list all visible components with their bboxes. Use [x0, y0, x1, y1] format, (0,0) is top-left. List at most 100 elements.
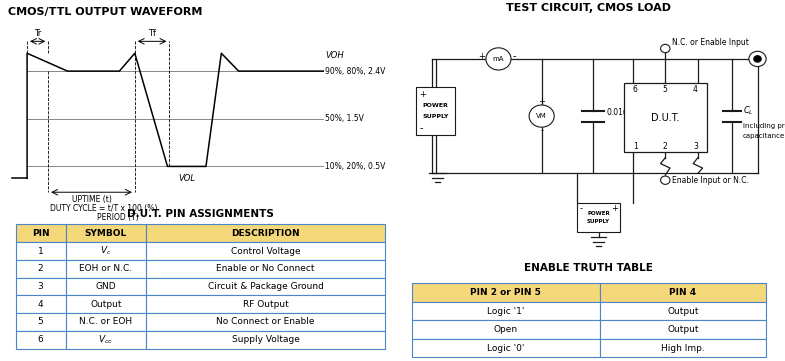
FancyBboxPatch shape — [65, 278, 146, 295]
Text: 3: 3 — [693, 142, 698, 151]
Text: Output: Output — [667, 306, 699, 316]
FancyBboxPatch shape — [146, 225, 385, 242]
FancyBboxPatch shape — [146, 295, 385, 313]
FancyBboxPatch shape — [65, 260, 146, 278]
Text: Enable or No Connect: Enable or No Connect — [217, 264, 315, 273]
Circle shape — [749, 51, 766, 66]
FancyBboxPatch shape — [146, 313, 385, 331]
FancyBboxPatch shape — [16, 260, 65, 278]
Text: PIN: PIN — [31, 229, 49, 238]
FancyBboxPatch shape — [146, 331, 385, 349]
Circle shape — [529, 105, 554, 127]
FancyBboxPatch shape — [16, 242, 65, 260]
Text: -: - — [579, 204, 582, 213]
Text: $V_c$: $V_c$ — [100, 245, 111, 257]
FancyBboxPatch shape — [411, 320, 600, 339]
Bar — [577, 203, 620, 232]
Text: capacitance.: capacitance. — [743, 134, 785, 139]
Text: -: - — [512, 51, 516, 61]
FancyBboxPatch shape — [146, 278, 385, 295]
Text: Output: Output — [667, 325, 699, 334]
Text: No Connect or Enable: No Connect or Enable — [217, 317, 315, 326]
Text: 2: 2 — [38, 264, 43, 273]
Text: Tr: Tr — [34, 29, 42, 38]
Text: CMOS/TTL OUTPUT WAVEFORM: CMOS/TTL OUTPUT WAVEFORM — [8, 6, 203, 17]
Circle shape — [486, 48, 511, 70]
Text: $V_{cc}$: $V_{cc}$ — [98, 334, 114, 346]
Text: 90%, 80%, 2.4V: 90%, 80%, 2.4V — [325, 67, 385, 75]
Text: UPTIME (t): UPTIME (t) — [71, 195, 111, 204]
Text: Tf: Tf — [148, 29, 156, 38]
Text: POWER: POWER — [423, 103, 448, 108]
Text: SUPPLY: SUPPLY — [422, 114, 449, 119]
Text: VOL: VOL — [178, 174, 195, 183]
Text: 2: 2 — [663, 142, 668, 151]
Text: 3: 3 — [38, 282, 43, 291]
Text: EOH or N.C.: EOH or N.C. — [79, 264, 133, 273]
FancyBboxPatch shape — [16, 225, 65, 242]
Text: mA: mA — [493, 56, 504, 62]
Text: Circuit & Package Ground: Circuit & Package Ground — [207, 282, 323, 291]
Text: 0.01uF: 0.01uF — [606, 108, 633, 117]
Text: PIN 2 or PIN 5: PIN 2 or PIN 5 — [470, 288, 542, 297]
FancyBboxPatch shape — [65, 313, 146, 331]
Bar — [416, 87, 455, 135]
Text: D.U.T. PIN ASSIGNMENTS: D.U.T. PIN ASSIGNMENTS — [126, 209, 274, 219]
Text: 1: 1 — [38, 247, 43, 256]
FancyBboxPatch shape — [146, 260, 385, 278]
Text: Output: Output — [90, 300, 122, 309]
Text: DUTY CYCLE = t/T x 100 (%): DUTY CYCLE = t/T x 100 (%) — [50, 204, 158, 213]
FancyBboxPatch shape — [411, 339, 600, 357]
Text: Supply Voltage: Supply Voltage — [232, 335, 300, 344]
FancyBboxPatch shape — [411, 302, 600, 320]
FancyBboxPatch shape — [600, 339, 766, 357]
Text: 4: 4 — [693, 85, 698, 94]
FancyBboxPatch shape — [16, 295, 65, 313]
Text: GND: GND — [96, 282, 116, 291]
Text: 1: 1 — [633, 142, 637, 151]
Text: Logic '0': Logic '0' — [487, 344, 524, 353]
Text: Open: Open — [494, 325, 518, 334]
Text: 50%, 1.5V: 50%, 1.5V — [325, 114, 364, 123]
Text: Control Voltage: Control Voltage — [231, 247, 301, 256]
FancyBboxPatch shape — [65, 225, 146, 242]
Text: Enable Input or N.C.: Enable Input or N.C. — [672, 176, 749, 185]
Text: 5: 5 — [38, 317, 43, 326]
Text: -: - — [540, 126, 543, 135]
Text: +: + — [612, 204, 619, 213]
Text: ENABLE TRUTH TABLE: ENABLE TRUTH TABLE — [524, 263, 653, 273]
Text: +: + — [539, 97, 545, 106]
Text: 4: 4 — [38, 300, 43, 309]
Text: SYMBOL: SYMBOL — [85, 229, 127, 238]
Text: 5: 5 — [663, 85, 668, 94]
Text: D.U.T.: D.U.T. — [651, 113, 680, 123]
Text: N.C. or EOH: N.C. or EOH — [79, 317, 133, 326]
Text: N.C. or Enable Input: N.C. or Enable Input — [672, 38, 749, 47]
FancyBboxPatch shape — [146, 242, 385, 260]
Text: +: + — [419, 90, 426, 99]
Text: 6: 6 — [633, 85, 637, 94]
Circle shape — [754, 55, 761, 63]
FancyBboxPatch shape — [65, 331, 146, 349]
Circle shape — [660, 44, 670, 53]
FancyBboxPatch shape — [600, 283, 766, 302]
Text: POWER: POWER — [587, 212, 610, 217]
FancyBboxPatch shape — [600, 320, 766, 339]
Bar — [624, 83, 706, 152]
FancyBboxPatch shape — [65, 242, 146, 260]
Text: Logic '1': Logic '1' — [487, 306, 524, 316]
FancyBboxPatch shape — [16, 331, 65, 349]
Text: Including probe: Including probe — [743, 123, 785, 129]
Text: High Imp.: High Imp. — [661, 344, 705, 353]
FancyBboxPatch shape — [16, 313, 65, 331]
FancyBboxPatch shape — [65, 295, 146, 313]
Text: RF Output: RF Output — [243, 300, 288, 309]
Circle shape — [660, 176, 670, 184]
Text: $C_L$: $C_L$ — [743, 105, 754, 117]
Text: 6: 6 — [38, 335, 43, 344]
FancyBboxPatch shape — [600, 302, 766, 320]
Text: SUPPLY: SUPPLY — [587, 219, 610, 225]
Text: DESCRIPTION: DESCRIPTION — [232, 229, 300, 238]
Text: PERIOD (T): PERIOD (T) — [97, 213, 138, 222]
FancyBboxPatch shape — [411, 283, 600, 302]
